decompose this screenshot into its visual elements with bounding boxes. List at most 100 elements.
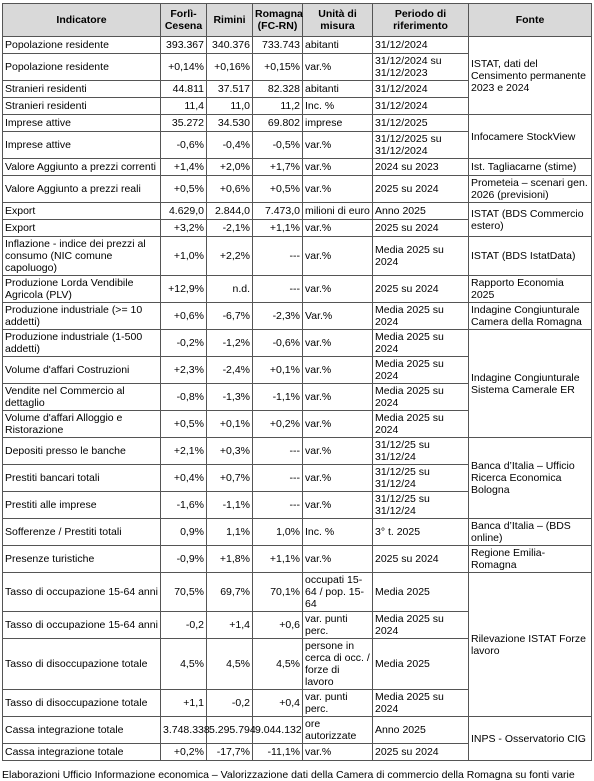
value: 44.811 [160, 80, 207, 98]
period: 31/12/25 su 31/12/24 [372, 491, 469, 519]
value: +0,16% [206, 53, 253, 81]
header-cell: Periodo di riferimento [372, 3, 469, 37]
value: -2,3% [252, 302, 303, 330]
period: 2025 su 2024 [372, 275, 469, 303]
indicator: Volume d'affari Alloggio e Ristorazione [2, 410, 161, 438]
value: -1,2% [206, 329, 253, 357]
table-row: Export +3,2% -2,1% +1,1% var.% 2025 su 2024 [2, 219, 592, 237]
period: Media 2025 [372, 638, 469, 690]
table-row: Stranieri residenti 44.811 37.517 82.328 abi… [2, 80, 592, 98]
value: +1,8% [206, 545, 253, 573]
source: Rapporto Economia 2025 [468, 275, 592, 303]
page: Indicatore Forlì-Cesena Rimini Romagna (FC-… [0, 3, 594, 781]
unit: var.% [302, 545, 373, 573]
indicator: Imprese attive [2, 131, 161, 159]
period: 31/12/2024 su 31/12/2023 [372, 53, 469, 81]
period: 2025 su 2024 [372, 545, 469, 573]
source: Banca d’Italia – Ufficio Ricerca Economi… [468, 437, 592, 519]
header-cell: Unità di misura [302, 3, 373, 37]
value: 4,5% [252, 638, 303, 690]
value: +1,1 [160, 689, 207, 717]
source: Prometeia – scenari gen. 2026 (prevision… [468, 175, 592, 203]
source: Banca d’Italia – (BDS online) [468, 518, 592, 546]
value: +0,5% [160, 410, 207, 438]
table-row: Tasso di occupazione 15-64 anni -0,2 +1,4 +… [2, 611, 592, 639]
table-row: Volume d'affari Alloggio e Ristorazione +… [2, 410, 592, 438]
header-cell: Romagna (FC-RN) [252, 3, 303, 37]
period: Media 2025 su 2024 [372, 611, 469, 639]
value: +0,14% [160, 53, 207, 81]
indicator: Tasso di occupazione 15-64 anni [2, 572, 161, 612]
unit: var.% [302, 236, 373, 276]
unit: var.% [302, 219, 373, 237]
value: 11,0 [206, 97, 253, 115]
source: Infocamere StockView [468, 114, 592, 159]
indicator: Prestiti alle imprese [2, 491, 161, 519]
source: Regione Emilia-Romagna [468, 545, 592, 573]
value: -0,9% [160, 545, 207, 573]
table-row: Prestiti bancari totali +0,4% +0,7% --- var.… [2, 464, 592, 492]
value: +0,4% [160, 464, 207, 492]
value: 5.295.794 [206, 716, 256, 744]
value: 0,9% [160, 518, 207, 546]
source: Indagine Congiunturale Camera della Roma… [468, 302, 592, 330]
period: Media 2025 su 2024 [372, 410, 469, 438]
value: -0,2 [160, 611, 207, 639]
value: 35.272 [160, 114, 207, 132]
value: -11,1% [252, 743, 303, 761]
value: +0,2% [160, 743, 207, 761]
value: --- [252, 491, 303, 519]
period: 31/12/2025 su 31/12/2024 [372, 131, 469, 159]
period: Anno 2025 [372, 202, 469, 220]
unit: var.% [302, 743, 373, 761]
value: 69,7% [206, 572, 253, 612]
indicator: Cassa integrazione totale [2, 743, 161, 761]
indicator: Popolazione residente [2, 53, 161, 81]
source: Rilevazione ISTAT Forze lavoro [468, 572, 592, 717]
value: -1,6% [160, 491, 207, 519]
unit: abitanti [302, 36, 373, 54]
value: +0,7% [206, 464, 253, 492]
value: +0,6% [206, 175, 253, 203]
value: 69.802 [252, 114, 303, 132]
unit: var.% [302, 131, 373, 159]
indicator: Stranieri residenti [2, 97, 161, 115]
header-cell: Indicatore [2, 3, 161, 37]
source: ISTAT (BDS IstatData) [468, 236, 592, 276]
value: +1,4% [160, 158, 207, 176]
table-row: Imprese attive 35.272 34.530 69.802 imprese 3… [2, 114, 592, 159]
indicator: Volume d'affari Costruzioni [2, 356, 161, 384]
unit: var.% [302, 383, 373, 411]
period: 31/12/25 su 31/12/24 [372, 437, 469, 465]
period: 3° t. 2025 [372, 518, 469, 546]
value: 9.044.132 [252, 716, 303, 744]
table-row: Presenze turistiche -0,9% +1,8% +1,1% var.% 2… [2, 545, 592, 573]
period: Media 2025 su 2024 [372, 356, 469, 384]
value: 34.530 [206, 114, 253, 132]
value: 37.517 [206, 80, 253, 98]
value: +3,2% [160, 219, 207, 237]
value: -0,6% [252, 329, 303, 357]
header-cell: Rimini [206, 3, 253, 37]
indicator: Cassa integrazione totale [2, 716, 161, 744]
value: 11,2 [252, 97, 303, 115]
value: +0,5% [252, 175, 303, 203]
table-row: Tasso di occupazione 15-64 anni 70,5% 69,7… [2, 572, 592, 717]
period: Media 2025 [372, 572, 469, 612]
indicator: Produzione industriale (1-500 addetti) [2, 329, 161, 357]
unit: var.% [302, 410, 373, 438]
unit: Var.% [302, 302, 373, 330]
value: +0,2% [252, 410, 303, 438]
period: 31/12/25 su 31/12/24 [372, 464, 469, 492]
value: 4.629,0 [160, 202, 207, 220]
value: +2,1% [160, 437, 207, 465]
value: --- [252, 275, 303, 303]
value: -17,7% [206, 743, 253, 761]
table-row: Tasso di disoccupazione totale 4,5% 4,5% 4,… [2, 638, 592, 690]
table-row: Valore Aggiunto a prezzi correnti +1,4% +2… [2, 158, 592, 176]
source: ISTAT, dati del Censimento permanente 20… [468, 36, 592, 115]
unit: imprese [302, 114, 373, 132]
header-cell: Forlì-Cesena [160, 3, 207, 37]
table-row: Produzione industriale (1-500 addetti) -0… [2, 329, 592, 438]
value: +0,6% [160, 302, 207, 330]
